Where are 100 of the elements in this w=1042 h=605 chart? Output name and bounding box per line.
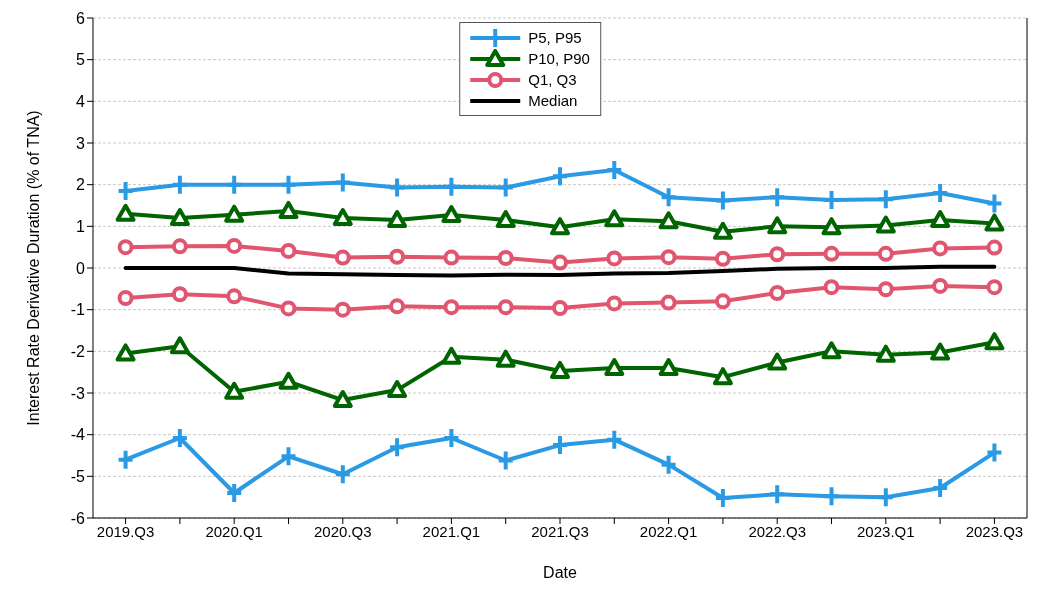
point <box>986 239 1003 256</box>
point <box>497 250 514 266</box>
point <box>389 298 406 315</box>
point <box>388 436 407 459</box>
y-tick-label: -6 <box>70 509 86 527</box>
point <box>115 343 136 362</box>
point <box>932 277 949 294</box>
point <box>170 173 189 196</box>
point <box>768 483 787 506</box>
point <box>823 279 840 296</box>
x-tick-label: 2021.Q1 <box>422 522 481 540</box>
point <box>714 293 731 310</box>
point <box>279 445 298 468</box>
point <box>442 175 461 198</box>
point <box>116 179 135 202</box>
point <box>171 238 188 255</box>
point <box>875 215 896 234</box>
x-tick-label: 2021.Q3 <box>531 522 589 540</box>
point <box>334 301 351 318</box>
point <box>822 189 841 212</box>
point <box>552 254 568 271</box>
point <box>332 390 353 409</box>
point <box>984 213 1005 232</box>
point <box>279 173 298 196</box>
point <box>932 240 949 257</box>
point <box>821 341 842 360</box>
point <box>877 245 894 262</box>
y-tick-label: 6 <box>76 9 86 27</box>
point <box>931 477 950 499</box>
point <box>712 367 733 386</box>
point <box>606 250 623 267</box>
y-tick-label: -2 <box>70 343 86 361</box>
point <box>387 210 408 229</box>
point <box>333 463 352 486</box>
point <box>985 192 1004 215</box>
point <box>169 336 190 355</box>
point <box>443 249 460 266</box>
legend-label: P5, P95 <box>528 29 582 46</box>
point <box>224 204 245 223</box>
point <box>604 209 625 228</box>
point <box>225 173 244 196</box>
point <box>712 221 733 240</box>
point <box>605 428 624 451</box>
point <box>387 380 408 399</box>
x-tick-label: 2022.Q3 <box>748 522 806 540</box>
point <box>278 371 299 390</box>
y-tick-label: 5 <box>76 51 86 69</box>
point <box>659 186 678 209</box>
point <box>117 290 134 306</box>
point <box>117 239 134 256</box>
x-tick-label: 2020.Q1 <box>205 522 263 540</box>
point <box>714 250 731 267</box>
y-tick-label: 1 <box>76 218 86 236</box>
point <box>333 171 352 194</box>
point <box>658 211 679 230</box>
y-tick-label: 0 <box>76 259 86 277</box>
point <box>769 246 786 263</box>
y-axis-title: Interest Rate Derivative Duration (% of TNA) <box>24 110 42 426</box>
point <box>769 285 786 301</box>
point <box>659 453 678 476</box>
point <box>876 188 895 211</box>
point <box>875 344 896 363</box>
point <box>658 358 679 376</box>
point <box>877 281 894 298</box>
point <box>224 381 245 400</box>
point <box>713 189 732 212</box>
point <box>280 300 297 317</box>
point <box>767 216 788 235</box>
point <box>171 286 188 303</box>
point <box>876 486 895 509</box>
point <box>497 299 514 316</box>
point <box>931 182 950 204</box>
point <box>495 349 516 368</box>
point <box>496 176 515 199</box>
point <box>226 288 243 305</box>
point <box>388 176 407 199</box>
x-tick-label: 2023.Q1 <box>857 522 915 540</box>
point <box>605 159 624 182</box>
point <box>278 200 299 219</box>
point <box>441 205 462 224</box>
point <box>930 342 951 361</box>
point <box>552 300 568 316</box>
point <box>821 217 842 236</box>
legend-label: Q1, Q3 <box>528 71 577 88</box>
y-tick-label: -3 <box>70 384 86 402</box>
point <box>823 245 840 262</box>
point <box>280 242 297 259</box>
point <box>930 210 951 229</box>
point <box>441 346 462 365</box>
point <box>334 249 351 266</box>
point <box>115 203 136 222</box>
point <box>550 217 570 236</box>
point <box>984 332 1005 351</box>
y-tick-label: 3 <box>76 134 86 152</box>
point <box>606 295 623 312</box>
point <box>660 249 677 266</box>
legend-label: P10, P90 <box>528 50 590 67</box>
point <box>225 482 244 504</box>
point <box>332 208 353 226</box>
x-tick-label: 2019.Q3 <box>96 522 155 540</box>
